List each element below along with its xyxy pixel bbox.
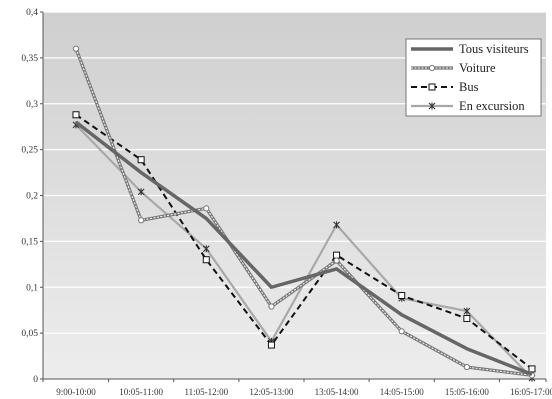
y-tick-label: 0,15 (21, 237, 38, 247)
x-tick-label: 16:05-17:00 (510, 387, 552, 397)
series-line-tous-visiteurs (74, 120, 533, 377)
x-tick-label: 9:00-10:00 (56, 387, 96, 397)
legend-item-voiture: Voiture (411, 61, 496, 75)
legend-item-tous-visiteurs: Tous visiteurs (411, 42, 529, 56)
voiture-point (138, 217, 145, 224)
voiture-point (72, 45, 80, 52)
bus-point (202, 256, 210, 264)
legend: Tous visiteurs Voiture Bus En excursion (405, 38, 542, 117)
legend-label: Voiture (459, 61, 496, 75)
x-tick-label: 14:05-15:00 (380, 387, 424, 397)
voiture-point (333, 257, 340, 264)
bus-point (137, 156, 145, 164)
series-layer (72, 45, 536, 382)
legend-item-en-excursion: En excursion (411, 99, 525, 113)
x-tick-label: 15:05-16:00 (445, 387, 489, 397)
y-tick-label: 0,3 (26, 100, 38, 110)
y-tick-label: 0,2 (26, 192, 38, 202)
excursion-point (137, 188, 145, 196)
series-tous-visiteurs (74, 120, 533, 377)
voiture-point (203, 205, 210, 212)
bus-point (428, 83, 436, 91)
y-tick-label: 0 (33, 375, 38, 385)
x-tick-label: 12:05-13:00 (249, 387, 293, 397)
series-line-voiture-inner (75, 48, 533, 376)
excursion-point (202, 245, 210, 253)
x-tick-label: 11:05-12:00 (184, 387, 228, 397)
bus-point (333, 251, 341, 259)
y-axis: 0 0,05 0,1 0,15 0,2 0,25 0,3 0,35 0,4 (21, 8, 44, 385)
y-tick-label: 0,05 (21, 329, 38, 339)
x-tick-label: 10:05-11:00 (119, 387, 163, 397)
excursion-point (428, 102, 436, 110)
series-bus (72, 111, 536, 373)
x-axis: 9:00-10:00 10:05-11:00 11:05-12:00 12:05-13… (42, 378, 552, 397)
legend-label: Tous visiteurs (459, 42, 529, 56)
bus-point (72, 111, 80, 119)
voiture-point (268, 303, 275, 310)
series-line-bus (75, 113, 533, 370)
y-tick-label: 0,4 (26, 8, 38, 18)
excursion-point (463, 307, 471, 315)
voiture-point (428, 64, 436, 72)
bus-point (528, 365, 536, 373)
voiture-point (463, 363, 470, 371)
legend-label: Bus (459, 80, 479, 94)
x-tick-label: 13:05-14:00 (315, 387, 359, 397)
legend-label: En excursion (459, 99, 525, 113)
bus-point (398, 292, 406, 300)
y-tick-label: 0,25 (21, 146, 38, 156)
excursion-point (333, 221, 340, 229)
legend-box (405, 38, 542, 117)
y-tick-label: 0,35 (21, 54, 38, 64)
bus-point (267, 341, 275, 349)
legend-item-bus: Bus (411, 80, 479, 94)
y-tick-label: 0,1 (26, 283, 38, 293)
voiture-point (398, 328, 405, 335)
bus-point (463, 314, 471, 322)
